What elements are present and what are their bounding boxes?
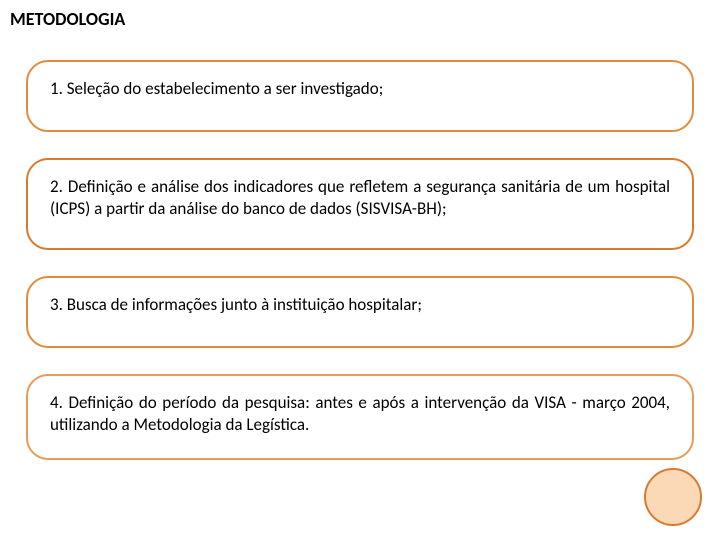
methodology-list: 1. Seleção do estabelecimento a ser inve… — [0, 34, 720, 460]
decorative-circle-icon — [644, 468, 702, 526]
step-box-1: 1. Seleção do estabelecimento a ser inve… — [26, 60, 694, 132]
page-title: METODOLOGIA — [0, 0, 720, 34]
step-box-4: 4. Definição do período da pesquisa: ant… — [26, 374, 694, 460]
step-box-3: 3. Busca de informações junto à institui… — [26, 276, 694, 348]
step-box-2: 2. Definição e análise dos indicadores q… — [26, 158, 694, 250]
